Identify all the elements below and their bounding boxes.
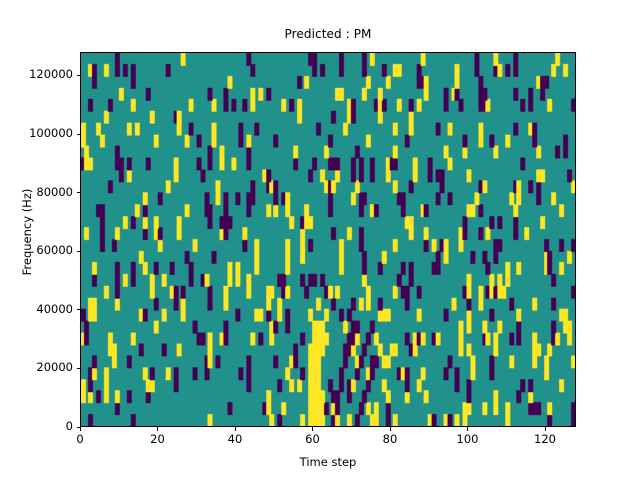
heatmap-axes	[80, 52, 576, 427]
x-tick-label: 20	[150, 432, 165, 446]
y-tick-label: 40000	[36, 301, 73, 316]
y-tick-mark	[76, 367, 80, 369]
y-tick-mark	[76, 74, 80, 76]
y-tick-mark	[76, 192, 80, 194]
heatmap-canvas	[81, 53, 575, 426]
x-tick-mark	[467, 427, 468, 431]
y-tick-label: 80000	[36, 184, 73, 199]
y-tick-label: 0	[65, 419, 73, 433]
y-tick-mark	[76, 250, 80, 252]
y-tick-mark	[76, 426, 80, 428]
x-tick-label: 80	[382, 432, 398, 446]
x-tick-label: 60	[305, 432, 320, 446]
x-tick-mark	[389, 427, 391, 431]
x-tick-mark	[157, 427, 158, 431]
chart-title: Predicted : PM	[284, 27, 372, 41]
y-tick-label: 120000	[29, 67, 73, 82]
y-tick-label: 100000	[29, 126, 73, 141]
x-tick-label: 100	[456, 432, 479, 446]
x-tick-mark	[234, 427, 236, 431]
x-tick-label: 40	[227, 432, 243, 446]
x-axis-label: Time step	[299, 455, 357, 469]
y-tick-mark	[76, 309, 80, 311]
x-tick-mark	[79, 427, 81, 431]
y-tick-label: 60000	[36, 243, 73, 258]
x-tick-mark	[312, 427, 313, 431]
x-tick-label: 120	[534, 432, 556, 446]
x-tick-mark	[544, 427, 546, 431]
x-tick-label: 0	[76, 432, 84, 446]
y-tick-label: 20000	[36, 360, 73, 375]
y-tick-mark	[76, 133, 80, 135]
